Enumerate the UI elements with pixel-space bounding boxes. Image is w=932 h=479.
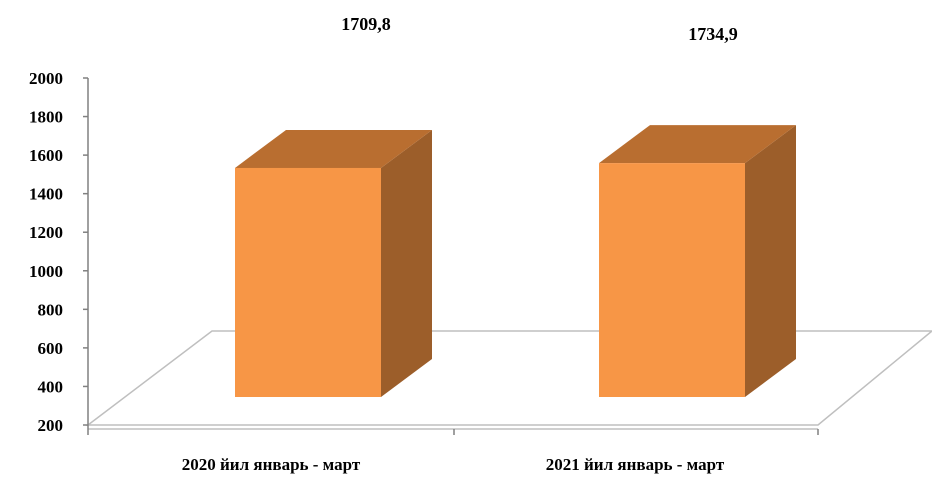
data-label: 1734,9 [688, 24, 738, 44]
bar [235, 129, 432, 398]
y-tick-label: 1200 [29, 223, 63, 242]
data-labels: 1709,8 1734,9 [341, 14, 738, 44]
y-tick-label: 800 [38, 300, 64, 319]
chart-axes [83, 77, 819, 435]
category-labels: 2020 йил январь - март 2021 йил январь - … [182, 455, 725, 474]
y-tick-label: 200 [38, 416, 64, 435]
bar-side-face [381, 129, 432, 398]
bar-front-face [599, 163, 745, 397]
category-label: 2021 йил январь - март [546, 455, 725, 474]
chart-floor [85, 330, 932, 430]
bar-front-face [235, 167, 381, 397]
y-tick-label: 1000 [29, 262, 63, 281]
y-tick-label: 400 [38, 377, 64, 396]
bar [599, 125, 796, 397]
y-tick-labels: 2000 1800 1600 1400 1200 1000 800 600 400 200 [29, 69, 63, 435]
y-tick-label: 1800 [29, 108, 63, 127]
bar-top-face [235, 129, 432, 168]
bar-side-face [745, 125, 796, 397]
floor-outline [85, 330, 932, 426]
chart-bars [235, 125, 796, 398]
category-label: 2020 йил январь - март [182, 455, 361, 474]
y-tick-label: 1400 [29, 185, 63, 204]
y-tick-label: 600 [38, 339, 64, 358]
bar-top-face [599, 125, 796, 164]
y-tick-label: 1600 [29, 146, 63, 165]
y-tick-label: 2000 [29, 69, 63, 88]
data-label: 1709,8 [341, 14, 391, 34]
